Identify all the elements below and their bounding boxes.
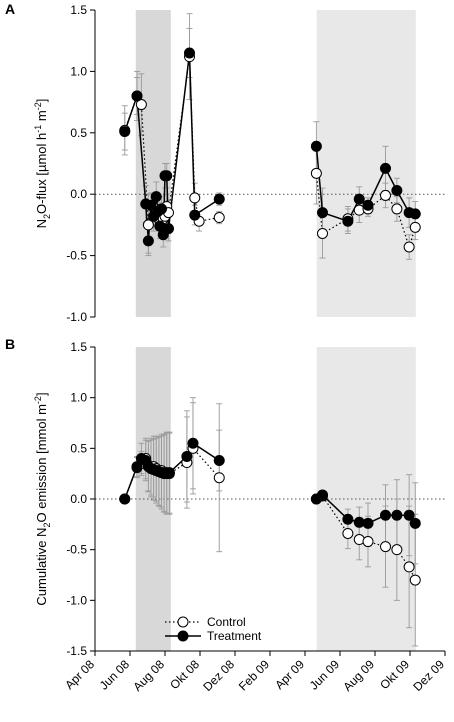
shaded-period-2 (316, 10, 416, 317)
x-tick-label: Jun 09 (307, 657, 343, 693)
y-axis-label: N2O-flux [µmol h-1 m-2] (33, 99, 52, 229)
treatment-point (213, 193, 225, 205)
y-tick-label: 1.0 (70, 391, 87, 405)
x-tick-label: Feb 09 (236, 657, 273, 694)
treatment-point (317, 207, 328, 219)
treatment-point (187, 437, 199, 449)
legend-label-control: Control (207, 615, 246, 629)
treatment-point (163, 223, 174, 235)
treatment-point (362, 199, 374, 211)
y-tick-label: 0.0 (70, 492, 87, 506)
treatment-point (163, 467, 175, 479)
treatment-point (362, 517, 374, 529)
x-tick-label: Aug 09 (340, 657, 377, 694)
y-tick-label: -1.0 (66, 593, 87, 607)
treatment-point (161, 170, 173, 182)
x-tick-label: Jun 08 (97, 657, 133, 693)
control-point (391, 203, 403, 215)
x-tick-label: Apr 08 (62, 657, 97, 692)
panel-letter: A (5, 1, 15, 17)
treatment-point (181, 450, 193, 462)
treatment-point (131, 90, 143, 102)
treatment-point (409, 208, 421, 220)
y-tick-label: -1.0 (66, 310, 87, 324)
treatment-point (150, 191, 162, 203)
legend-marker-treatment (177, 630, 189, 642)
treatment-point (119, 126, 131, 138)
treatment-point (342, 513, 354, 525)
treatment-point (189, 209, 201, 221)
treatment-point (213, 454, 225, 466)
panel-a: 1.5 1.0 0.5 0.0 -0.5 -1.0 N2O-flux [µmol h-1 m… (5, 1, 445, 324)
y-tick-label: 1.5 (70, 340, 87, 354)
panel-letter: B (5, 336, 15, 352)
x-tick-label: Aug 08 (130, 657, 167, 694)
control-point (403, 241, 415, 253)
y-tick-label: 0.0 (70, 187, 87, 201)
treatment-point (317, 489, 328, 501)
legend-marker-control (177, 616, 189, 628)
x-tick-label: Apr 09 (272, 657, 307, 692)
x-tick-label: Dez 09 (410, 657, 447, 694)
x-tick-label: Okt 09 (377, 657, 412, 692)
control-point (317, 227, 328, 239)
treatment-point (156, 203, 167, 215)
treatment-point (409, 517, 421, 529)
x-tick-label: Dez 08 (200, 657, 237, 694)
treatment-point (142, 235, 154, 247)
control-point (342, 527, 354, 539)
control-point (213, 472, 225, 484)
control-point (409, 574, 421, 586)
control-point (362, 536, 374, 548)
y-tick-label: 0.5 (70, 441, 87, 455)
y-axis-label: Cumulative N2O emission [mmol m-2] (33, 392, 52, 605)
control-point (380, 541, 391, 553)
y-tick-label: -0.5 (66, 543, 87, 557)
treatment-point (342, 215, 354, 227)
control-point (380, 189, 391, 201)
y-tick-label: 0.5 (70, 126, 87, 140)
treatment-point (403, 509, 415, 521)
treatment-point (391, 509, 403, 521)
y-tick-label: -0.5 (66, 249, 87, 263)
control-point (409, 221, 421, 233)
control-point (142, 219, 154, 231)
treatment-point (184, 47, 195, 59)
treatment-point (380, 162, 391, 174)
control-point (391, 544, 403, 556)
control-point (213, 212, 225, 224)
control-point (189, 192, 201, 204)
treatment-point (380, 509, 391, 521)
treatment-point (145, 199, 157, 211)
treatment-point (391, 185, 403, 197)
treatment-point (310, 140, 322, 152)
y-tick-label: -1.5 (66, 644, 87, 658)
treatment-point (119, 493, 131, 505)
y-tick-label: 1.0 (70, 64, 87, 78)
control-point (310, 167, 322, 179)
x-tick-label: Okt 08 (167, 657, 202, 692)
treatment-point (353, 193, 365, 205)
y-tick-label: 1.5 (70, 3, 87, 17)
control-point (135, 99, 147, 111)
control-point (403, 561, 415, 573)
legend-label-treatment: Treatment (207, 629, 262, 643)
